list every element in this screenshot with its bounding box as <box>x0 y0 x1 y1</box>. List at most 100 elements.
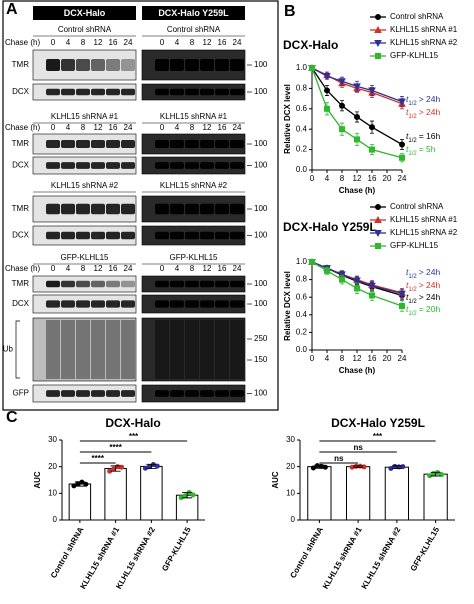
row-label: DCX <box>12 87 30 96</box>
error-bar <box>391 465 402 469</box>
y-tick-label: 0.8 <box>296 84 308 93</box>
timepoint-label: 24 <box>124 38 133 47</box>
half-life-annotation: t1/2 > 24h <box>406 107 440 119</box>
blot-band <box>121 88 135 96</box>
y-axis-label: AUC <box>271 471 280 489</box>
half-life-annotation: t1/2 > 24h <box>406 292 440 304</box>
blot-band <box>46 231 60 240</box>
blot-band <box>46 280 60 288</box>
y-tick-label: 0.0 <box>296 345 308 354</box>
chase-label: Chase (h) <box>5 264 40 273</box>
blot-smear <box>76 320 90 379</box>
blot-smear <box>106 320 120 379</box>
mw-marker: 100 <box>254 231 268 240</box>
blot-smear <box>46 320 60 379</box>
blot-band <box>215 59 229 71</box>
timepoint-label: 16 <box>109 38 118 47</box>
error-bar <box>110 465 121 472</box>
data-point <box>146 464 152 470</box>
y-tick-label: 0.6 <box>296 292 308 301</box>
half-life-sub: 1/2 <box>408 274 417 280</box>
bar <box>140 465 163 521</box>
blot-band <box>170 203 184 215</box>
row-label: GFP <box>13 389 29 398</box>
row-label: TMR <box>12 139 30 148</box>
point-marker <box>399 303 405 309</box>
half-life-sub: 1/2 <box>408 311 417 317</box>
point-marker <box>338 271 346 279</box>
blot-band <box>215 280 229 288</box>
blot-band <box>230 390 244 397</box>
blot-band <box>230 140 244 148</box>
blot-band <box>155 140 169 148</box>
timepoint-label: 12 <box>203 264 212 273</box>
legend-label: GFP-KLHL15 <box>390 51 439 60</box>
blot-band <box>91 88 105 96</box>
point-marker <box>398 98 406 106</box>
blot-band <box>46 390 60 397</box>
blot-band <box>121 300 135 308</box>
panel-title: Control shRNA <box>167 25 221 34</box>
half-life-t: t <box>406 267 409 277</box>
x-tick-label: 20 <box>383 174 392 183</box>
point-marker <box>354 136 360 143</box>
panel-title: KLHL15 shRNA #2 <box>51 181 119 190</box>
y-axis-label: AUC <box>33 471 42 489</box>
bar <box>307 466 332 521</box>
blot-band <box>230 300 244 308</box>
data-point <box>392 463 398 469</box>
blot-smear <box>185 320 199 379</box>
series-line <box>311 67 403 146</box>
panel-title: Control shRNA <box>58 25 112 34</box>
mw-marker: 100 <box>254 139 268 148</box>
chase-label: Chase (h) <box>5 123 40 132</box>
x-tick-label: 0 <box>310 174 315 183</box>
half-life-value: > 24h <box>419 267 441 277</box>
blot-band <box>76 280 90 288</box>
point-marker <box>353 277 361 285</box>
half-life-annotation: t1/2 = 16h <box>406 131 440 143</box>
half-life-value: > 24h <box>419 94 441 104</box>
column-header-bg <box>142 6 245 20</box>
timepoint-label: 8 <box>81 123 86 132</box>
data-point <box>400 464 406 470</box>
y-tick-label: 0.2 <box>296 328 308 337</box>
chart-title: DCX-Halo Y259L <box>331 416 425 430</box>
y-axis-label: Relative DCX level <box>283 271 292 341</box>
point-marker <box>369 292 375 299</box>
blot-band <box>91 140 105 148</box>
timepoint-label: 4 <box>66 264 71 273</box>
timepoint-label: 4 <box>66 38 71 47</box>
blot-band <box>230 59 244 71</box>
blot-band <box>106 280 120 288</box>
x-tick-label: Control shRNA <box>288 525 325 579</box>
point-marker <box>353 83 361 91</box>
point-marker <box>399 154 405 161</box>
half-life-value: = 20h <box>419 304 441 314</box>
error-bar <box>430 471 441 477</box>
blot-band <box>46 59 60 71</box>
x-tick-label: 12 <box>353 174 362 183</box>
y-tick-label: 0.4 <box>296 124 308 133</box>
timepoint-label: 0 <box>160 38 165 47</box>
point-marker <box>369 146 375 153</box>
y-tick-label: 30 <box>286 435 295 444</box>
blot-band <box>200 231 214 240</box>
half-life-annotation: t1/2 > 24h <box>406 267 440 279</box>
chart-title: DCX-Halo <box>105 416 160 430</box>
blot-band <box>106 140 120 148</box>
error-bar <box>314 464 325 469</box>
point-marker <box>339 102 345 109</box>
blot-band <box>200 390 214 397</box>
blot-band <box>230 203 244 215</box>
data-point <box>182 493 188 499</box>
series-line <box>311 67 403 159</box>
blot-band <box>91 162 105 169</box>
panel-title: KLHL15 shRNA #2 <box>160 181 228 190</box>
blot-band <box>91 390 105 397</box>
column-header: DCX-Halo <box>64 8 106 18</box>
row-label: DCX <box>12 231 30 240</box>
blot-band <box>185 59 199 71</box>
blot-band <box>46 140 60 148</box>
x-tick-label: 8 <box>340 354 345 363</box>
